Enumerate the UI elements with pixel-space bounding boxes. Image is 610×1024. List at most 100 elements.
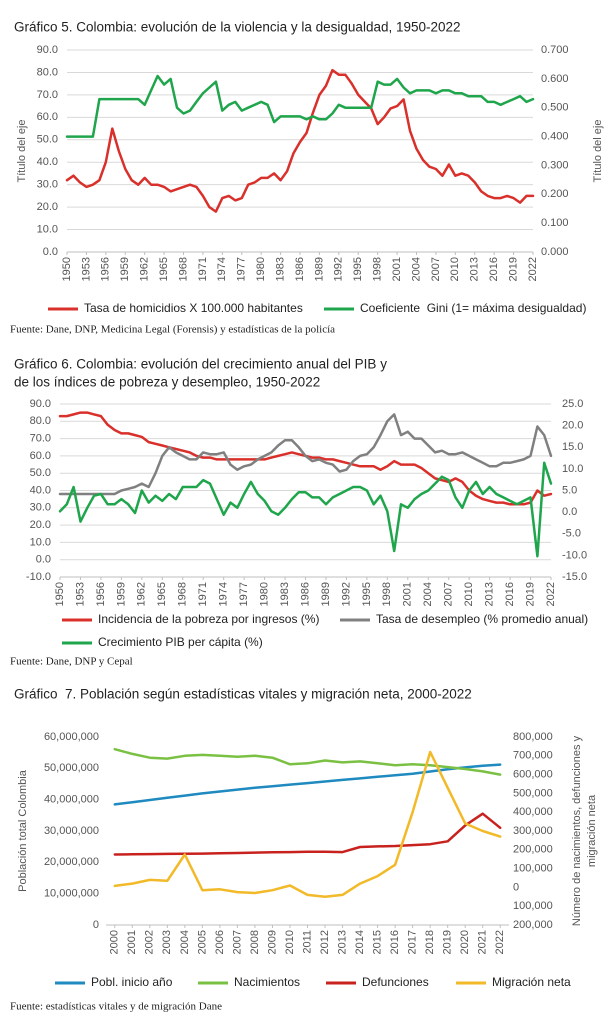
x-tick-label: 2004 bbox=[410, 257, 422, 281]
y2-tick-label: 0.500 bbox=[541, 102, 569, 114]
y2-tick-label: 200,000 bbox=[513, 844, 553, 856]
y2-tick-label: 0.100 bbox=[541, 217, 569, 229]
y2-tick-label: 400,000 bbox=[513, 806, 553, 818]
y2-tick-label: 500,000 bbox=[513, 787, 553, 799]
x-tick-label: 2011 bbox=[301, 930, 313, 954]
x-tick-label: 1968 bbox=[177, 582, 189, 606]
x-tick-label: 1983 bbox=[274, 257, 286, 281]
chart: Gráfico 7. Población según estadísticas … bbox=[10, 687, 598, 1013]
legend-label: Nacimientos bbox=[234, 975, 300, 989]
y2-tick-label: 0 bbox=[513, 881, 519, 893]
x-tick-label: 1956 bbox=[95, 582, 107, 606]
x-tick-label: 1959 bbox=[115, 582, 127, 606]
chart-title: Gráfico 6. Colombia: evolución del creci… bbox=[14, 357, 387, 372]
legend-label: Coeficiente Gini (1= máxima desigualdad) bbox=[360, 301, 586, 315]
series-line bbox=[65, 74, 535, 138]
x-tick-label: 1983 bbox=[279, 582, 291, 606]
y-tick-label: 0.0 bbox=[36, 554, 51, 566]
y-axis-title: Título del eje bbox=[16, 120, 28, 183]
x-tick-label: 2008 bbox=[249, 930, 261, 954]
x-tick-label: 2005 bbox=[196, 930, 208, 954]
chart: Gráfico 6. Colombia: evolución del creci… bbox=[10, 357, 588, 668]
x-tick-label: 2001 bbox=[402, 582, 414, 606]
x-tick-label: 1986 bbox=[294, 257, 306, 281]
y-tick-label: 10.0 bbox=[30, 536, 51, 548]
series-line bbox=[65, 68, 535, 213]
source-note: Fuente: estadísticas vitales y de migrac… bbox=[10, 1001, 222, 1013]
y-tick-label: 20,000,000 bbox=[44, 856, 99, 868]
y-tick-label: 80.0 bbox=[37, 66, 58, 78]
x-tick-label: 1950 bbox=[54, 582, 66, 606]
y-tick-label: 40.0 bbox=[30, 484, 51, 496]
x-tick-label: 2013 bbox=[336, 930, 348, 954]
y2-tick-label: 100,000 bbox=[513, 900, 553, 912]
y2-tick-label: 10.0 bbox=[562, 463, 583, 475]
x-tick-label: 2001 bbox=[391, 257, 403, 281]
y-tick-label: 90.0 bbox=[30, 398, 51, 410]
y-tick-label: 10.0 bbox=[37, 223, 58, 235]
y-tick-label: 30,000,000 bbox=[44, 825, 99, 837]
x-tick-label: 2018 bbox=[424, 930, 436, 954]
x-tick-label: 1989 bbox=[320, 582, 332, 606]
x-tick-label: 2013 bbox=[484, 582, 496, 606]
y2-axis-title: Número de nacimientos, defunciones y bbox=[571, 735, 583, 926]
y-tick-label: 20.0 bbox=[37, 201, 58, 213]
source-note: Fuente: Dane, DNP, Medicina Legal (Foren… bbox=[10, 324, 335, 336]
y2-tick-label: 0.600 bbox=[541, 73, 569, 85]
y-tick-label: 10,000,000 bbox=[44, 888, 99, 900]
x-tick-label: 2020 bbox=[459, 930, 471, 954]
y-tick-label: 70.0 bbox=[30, 433, 51, 445]
x-tick-label: 2013 bbox=[469, 257, 481, 281]
legend-label: Incidencia de la pobreza por ingresos (%… bbox=[98, 612, 319, 626]
y-tick-label: 50.0 bbox=[30, 467, 51, 479]
x-tick-label: 2016 bbox=[389, 930, 401, 954]
y-tick-label: 0.0 bbox=[43, 246, 58, 258]
x-tick-label: 1965 bbox=[158, 257, 170, 281]
x-tick-label: 1986 bbox=[299, 582, 311, 606]
legend-label: Tasa de homicidios X 100.000 habitantes bbox=[84, 301, 303, 315]
y2-tick-label: 800,000 bbox=[513, 731, 553, 743]
x-tick-label: 1953 bbox=[74, 582, 86, 606]
x-tick-label: 1962 bbox=[136, 582, 148, 606]
x-tick-label: 2022 bbox=[494, 930, 506, 954]
x-tick-label: 2010 bbox=[463, 582, 475, 606]
series-line bbox=[113, 763, 502, 806]
x-tick-label: 2006 bbox=[214, 930, 226, 954]
y2-tick-label: 200,000 bbox=[513, 919, 553, 931]
x-tick-label: 2016 bbox=[488, 257, 500, 281]
y-tick-label: 40,000,000 bbox=[44, 794, 99, 806]
y2-tick-label: -5.0 bbox=[562, 528, 581, 540]
x-tick-label: 1989 bbox=[313, 257, 325, 281]
x-tick-label: 2019 bbox=[507, 257, 519, 281]
x-tick-label: 1974 bbox=[216, 257, 228, 281]
x-tick-label: 1953 bbox=[80, 257, 92, 281]
x-tick-label: 1977 bbox=[236, 257, 248, 281]
y2-tick-label: -10.0 bbox=[562, 549, 587, 561]
x-tick-label: 1998 bbox=[372, 257, 384, 281]
x-tick-label: 1980 bbox=[255, 257, 267, 281]
x-tick-label: 1977 bbox=[238, 582, 250, 606]
x-tick-label: 2007 bbox=[443, 582, 455, 606]
x-tick-label: 2022 bbox=[545, 582, 557, 606]
legend-label: Defunciones bbox=[362, 975, 429, 989]
y-tick-label: 50.0 bbox=[37, 134, 58, 146]
x-tick-label: 2019 bbox=[442, 930, 454, 954]
legend-label: Pobl. inicio año bbox=[91, 975, 173, 989]
x-tick-label: 2017 bbox=[407, 930, 419, 954]
source-note: Fuente: Dane, DNP y Cepal bbox=[10, 656, 133, 668]
x-tick-label: 1992 bbox=[333, 257, 345, 281]
x-tick-label: 2019 bbox=[524, 582, 536, 606]
x-tick-label: 1968 bbox=[177, 257, 189, 281]
y2-tick-label: 100,000 bbox=[513, 863, 553, 875]
series-line bbox=[58, 413, 553, 496]
series-line bbox=[113, 812, 502, 856]
x-tick-label: 2010 bbox=[449, 257, 461, 281]
x-tick-label: 1962 bbox=[139, 257, 151, 281]
x-tick-label: 2014 bbox=[354, 930, 366, 954]
y2-tick-label: 20.0 bbox=[562, 420, 583, 432]
y-tick-label: 30.0 bbox=[30, 502, 51, 514]
y-tick-label: 30.0 bbox=[37, 179, 58, 191]
x-tick-label: 2009 bbox=[266, 930, 278, 954]
y-tick-label: 40.0 bbox=[37, 156, 58, 168]
